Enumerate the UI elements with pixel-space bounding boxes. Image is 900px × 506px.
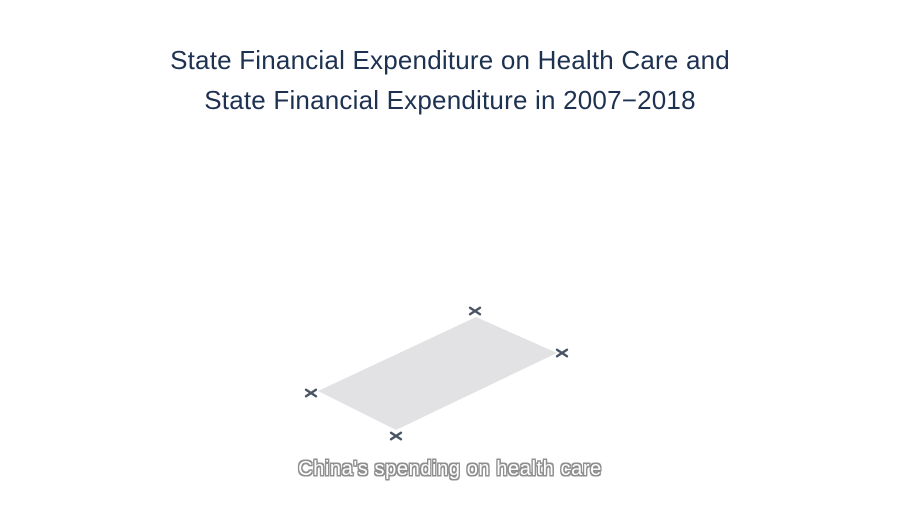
isometric-chart-canvas <box>304 306 569 441</box>
corner-marker-x-icon <box>389 431 403 441</box>
corner-marker-x-icon <box>304 388 318 398</box>
corner-marker-x-icon <box>555 348 569 358</box>
chart-title-line1: State Financial Expenditure on Health Ca… <box>170 45 730 75</box>
chart-title: State Financial Expenditure on Health Ca… <box>0 40 900 120</box>
subtitle-caption: China's spending on health care <box>298 458 602 480</box>
chart-base-plane <box>318 317 557 430</box>
corner-marker-x-icon <box>468 306 482 316</box>
chart-title-line2: State Financial Expenditure in 2007−2018 <box>204 85 696 115</box>
